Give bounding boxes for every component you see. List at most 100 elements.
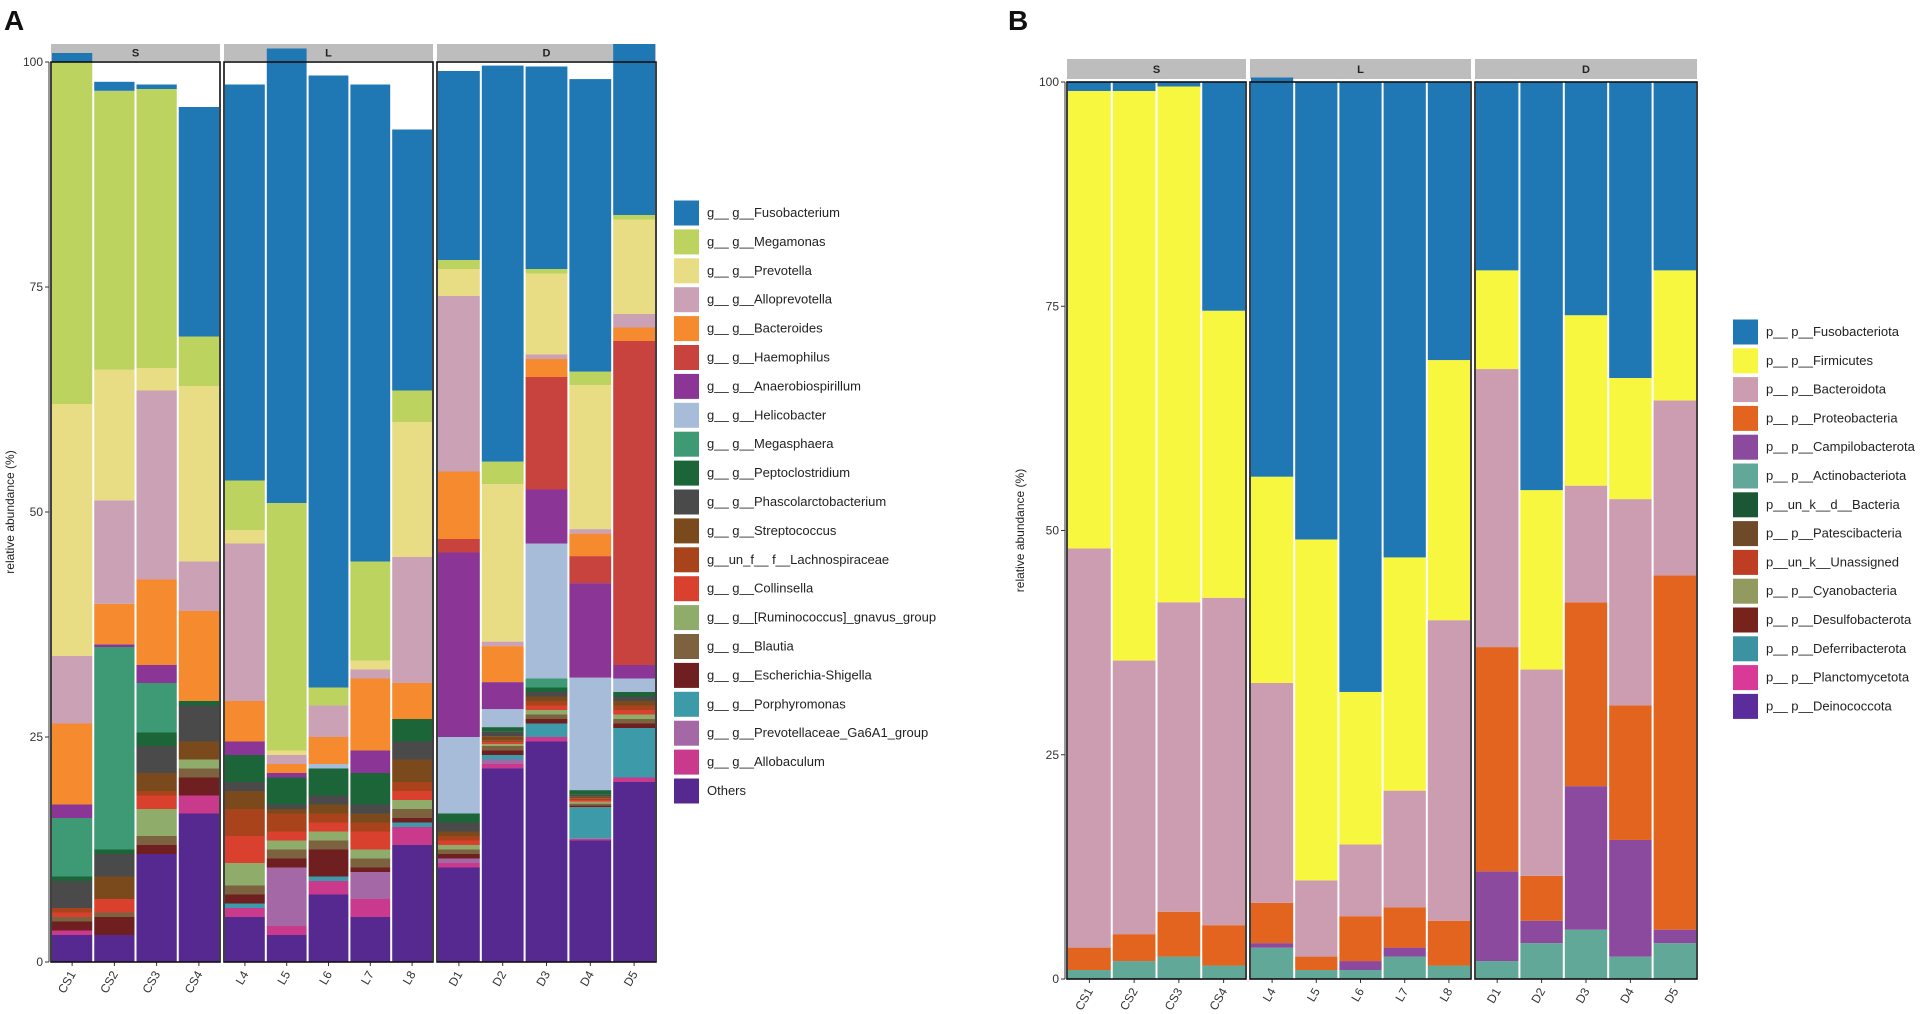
panel-a-bar-segment-g-g-anaerobiospirillum [266, 773, 307, 778]
panel-a-facet-strip [437, 44, 656, 61]
panel-b-x-tick-label: D2 [1528, 985, 1548, 1006]
panel-b-bar-segment-p-p-firmicutes [1520, 490, 1563, 670]
panel-a-legend-swatch [674, 662, 699, 688]
panel-a-bar-segment-g-g-megamonas [350, 561, 391, 661]
panel-a-bar-segment-g-g-escherichia-shigella [350, 867, 391, 872]
panel-a-bar-segment-g-g-bacteroides [481, 646, 524, 683]
panel-a-bar-segment-g-g-blautia [392, 809, 432, 818]
panel-b-bar-segment-p-p-actinobacteriota [1476, 961, 1519, 979]
panel-a-legend-label: g__ g__Alloprevotella [707, 292, 833, 307]
panel-a-bar-segment-g-g-escherichia-shigella [392, 818, 432, 823]
panel-a-bar-segment-g-g-anaerobiospirillum [569, 583, 612, 678]
panel-a-legend-label: g__ g__Prevotellaceae_Ga6A1_group [707, 725, 928, 740]
panel-a-facet-border [436, 61, 657, 963]
panel-b-bar-segment-p-p-bacteroidota [1202, 597, 1245, 926]
panel-b-bar-segment-p-p-actinobacteriota [1251, 947, 1294, 979]
panel-a-legend-label: g__ g__Megasphaera [707, 436, 834, 451]
panel-a-bar-segment-g-g-alloprevotella [392, 557, 432, 683]
panel-a-x-tick-label: CS3 [139, 968, 163, 995]
panel-a-bar-segment-g-g-megamonas [225, 480, 265, 530]
panel-a-bar-segment-g-g-megamonas [392, 390, 432, 422]
panel-a-bar-segment-g-g-blautia [569, 803, 612, 806]
panel-a-bar-segment-others [350, 917, 391, 962]
panel-a-bar-segment-g-g-collinsella [266, 831, 307, 841]
panel-a-bar-segment-g-g-streptococcus [225, 791, 265, 809]
panel-a-legend-swatch [674, 345, 699, 370]
panel-b-bar-segment-p-p-bacteroidota [1476, 369, 1519, 648]
panel-a-bar-segment-g-g-phascolarctobacterium [308, 795, 349, 805]
panel-a-bar-segment-g-g-phascolarctobacterium [266, 804, 307, 809]
panel-b-x-tick-label: CS4 [1206, 985, 1230, 1012]
panel-b-bar-segment-p-p-firmicutes [1068, 90, 1111, 549]
panel-a-bar-segment-g-g-peptoclostridium [525, 687, 568, 692]
panel-a-bar-segment-g-g-fusobacterium [613, 44, 655, 215]
panel-a-bar-segment-g-g-ruminococcus-gnavus-group [350, 849, 391, 859]
panel-a-legend-label: g__ g__Streptococcus [707, 523, 837, 538]
panel-a-bar-segment-g-g-anaerobiospirillum [481, 682, 524, 710]
panel-b-bar-segment-p-p-actinobacteriota [1564, 929, 1608, 979]
panel-b-legend-swatch [1733, 319, 1758, 345]
panel-b-legend-swatch [1733, 492, 1758, 518]
panel-b-y-tick-label: 75 [1046, 299, 1060, 313]
panel-a-bar-segment-g-g-collinsella [525, 705, 568, 710]
panel-b-facet-border [1249, 81, 1472, 980]
panel-b-legend-label: p__ p__Proteobacteria [1766, 410, 1898, 425]
panel-a-bar-segment-g-g-megamonas [481, 461, 524, 485]
panel-a-x-tick-label: D4 [577, 968, 597, 989]
panel-a-legend-swatch [674, 576, 699, 602]
panel-a-bar-segment-g-g-prevotella [94, 369, 135, 501]
panel-b-bar-segment-p-p-bacteroidota [1295, 880, 1338, 957]
panel-a-bar-segment-g-g-fusobacterium [266, 48, 307, 503]
panel-a-bar-segment-g-g-fusobacterium [392, 129, 432, 391]
panel-b-legend-swatch [1733, 665, 1758, 691]
panel-a-bar-segment-g-g-streptococcus [392, 759, 432, 782]
panel-b-chart: 0 25 50 75 100 relative abundance (%) S CS1 CS2 C… [1013, 59, 1916, 1013]
panel-a-bar-segment-g-g-streptococcus [481, 736, 524, 741]
panel-a-bar-segment-g-g-ruminococcus-gnavus-group [438, 845, 480, 850]
panel-a-legend-label: g__ g__[Ruminococcus]_gnavus_group [707, 610, 936, 625]
panel-b-bar-segment-p-p-proteobacteria [1251, 902, 1294, 944]
panel-a-legend-swatch [674, 258, 699, 284]
panel-b-x-tick-label: L8 [1437, 985, 1456, 1004]
panel-b-x-tick-label: D5 [1662, 985, 1682, 1006]
panel-a-bar-segment-g-g-helicobacter [613, 678, 655, 692]
panel-b-bar-segment-p-p-firmicutes [1609, 378, 1652, 500]
panel-a-bar-segment-g-g-allobaculum [438, 863, 480, 868]
panel-b-legend-label: p__ p__Deinococcota [1766, 698, 1893, 713]
panel-a-x-tick-label: L7 [358, 968, 377, 987]
panel-a-bar-segment-g-g-phascolarctobacterium [52, 881, 93, 908]
panel-b-bar-segment-p-p-campilobacterota [1564, 786, 1608, 930]
panel-a-legend-swatch [674, 489, 699, 515]
panel-b-bar-segment-p-p-proteobacteria [1383, 907, 1426, 948]
panel-a-bar-segment-g-g-alloprevotella [94, 500, 135, 604]
panel-a-bar-segment-g-g-peptoclostridium [94, 849, 135, 854]
panel-a-bar-segment-g-g-blautia [225, 885, 265, 895]
panel-a-y-tick-label: 25 [30, 730, 44, 744]
panel-a-bar-segment-g-g-bacteroides [94, 603, 135, 645]
panel-a-legend-swatch [674, 431, 699, 457]
panel-a-bar-segment-g-g-blautia [438, 849, 480, 854]
panel-a-bar-segment-g-g-phascolarctobacterium [613, 696, 655, 701]
panel-b-bar-segment-p-p-fusobacteriota [1068, 82, 1111, 91]
panel-a-bar-segment-g-g-escherichia-shigella [308, 849, 349, 877]
panel-b-facet-strip [1067, 59, 1246, 79]
panel-a-bar-segment-g-g-ruminococcus-gnavus-group [525, 710, 568, 715]
panel-b-bar-segment-p-p-proteobacteria [1476, 647, 1519, 872]
panel-b-bar-segment-p-p-bacteroidota [1609, 499, 1652, 706]
panel-a-bar-segment-g-un-f-f-lachnospiraceae [481, 740, 524, 743]
panel-a-bar-segment-g-g-allobaculum [308, 881, 349, 895]
panel-a-legend-label: g__ g__Collinsella [707, 581, 814, 596]
panel-a-bar-segment-g-un-f-f-lachnospiraceae [350, 822, 391, 832]
panel-a-bar-segment-g-g-blautia [266, 849, 307, 859]
panel-a-bar-segment-g-g-prevotella [52, 404, 93, 656]
panel-b-x-tick-label: L5 [1304, 985, 1323, 1004]
panel-a-bar-segment-g-g-megasphaera [525, 678, 568, 688]
panel-a-bar-segment-g-g-escherichia-shigella [438, 854, 480, 859]
panel-a-bar-segment-g-g-peptoclostridium [392, 719, 432, 742]
panel-b-bar-segment-p-p-campilobacterota [1339, 961, 1382, 971]
panel-b-bar-segment-p-p-fusobacteriota [1112, 82, 1156, 91]
panel-a-bar-segment-g-g-escherichia-shigella [525, 719, 568, 724]
panel-a-bar-segment-g-g-megasphaera [136, 683, 177, 733]
panel-a-legend-label: g__ g__Haemophilus [707, 350, 830, 365]
panel-a-bar-segment-g-g-haemophilus [438, 539, 480, 553]
